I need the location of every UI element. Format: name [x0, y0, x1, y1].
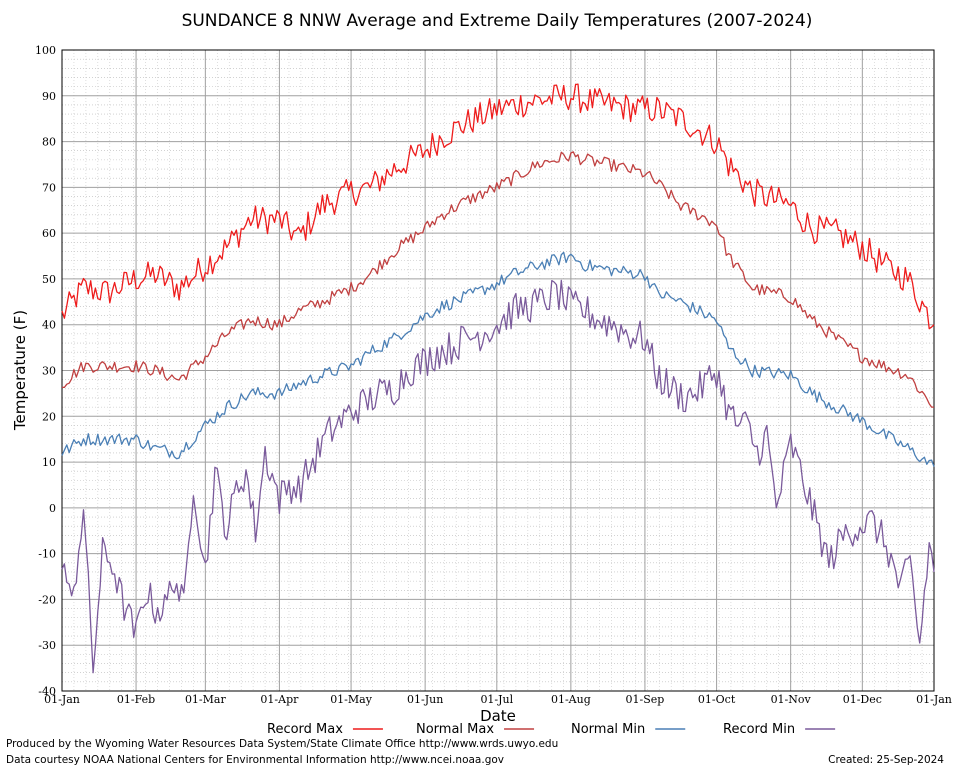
x-axis-label: Date — [480, 707, 516, 725]
y-tick-label: -20 — [38, 593, 56, 606]
y-tick-label: -40 — [38, 685, 56, 698]
x-tick-label: 01-May — [330, 693, 373, 706]
legend: Record Max Normal Max Normal Min Record Min — [267, 722, 836, 737]
x-tick-label: 01-Feb — [117, 693, 155, 706]
chart-title: SUNDANCE 8 NNW Average and Extreme Daily… — [182, 11, 813, 31]
legend-label: Normal Max — [416, 722, 494, 737]
legend-label: Record Min — [723, 722, 795, 737]
y-tick-label: -10 — [38, 548, 56, 561]
x-tick-label: 01-Jul — [480, 693, 513, 706]
y-axis-label: Temperature (F) — [11, 310, 29, 431]
x-tick-label: 01-Mar — [185, 693, 227, 706]
x-tick-label: 01-Jan — [916, 693, 952, 706]
x-tick-label: 01-Apr — [260, 693, 299, 706]
y-tick-label: -30 — [38, 639, 56, 652]
x-tick-label: 01-Jan — [44, 693, 80, 706]
y-tick-label: 80 — [42, 136, 56, 149]
y-tick-label: 30 — [42, 365, 56, 378]
legend-label: Normal Min — [571, 722, 645, 737]
x-tick-label: 01-Oct — [698, 693, 736, 706]
footer-credit-2: Data courtesy NOAA National Centers for … — [6, 754, 505, 766]
y-tick-label: 60 — [42, 227, 56, 240]
series-line-record-max — [61, 83, 935, 330]
y-tick-label: 10 — [42, 456, 56, 469]
series-line-record-min — [61, 279, 935, 674]
y-axis-ticks: -40 -30 -20 -10 0 10 20 30 40 50 60 70 80 90 100 — [35, 44, 56, 698]
series-layer — [61, 83, 935, 674]
y-tick-label: 50 — [42, 273, 56, 286]
footer-created: Created: 25-Sep-2024 — [828, 754, 944, 766]
x-tick-label: 01-Aug — [551, 693, 591, 706]
y-tick-label: 0 — [49, 502, 56, 515]
major-grid — [61, 49, 935, 692]
x-tick-label: 01-Dec — [843, 693, 882, 706]
y-tick-label: 100 — [35, 44, 56, 57]
y-tick-label: 90 — [42, 90, 56, 103]
y-tick-label: 40 — [42, 319, 56, 332]
x-tick-label: 01-Jun — [407, 693, 443, 706]
plot-frame — [61, 49, 935, 692]
legend-label: Record Max — [267, 722, 343, 737]
x-tick-label: 01-Nov — [771, 693, 812, 706]
y-tick-label: 70 — [42, 181, 56, 194]
series-line-normal-max — [61, 151, 934, 408]
footer-credit-1: Produced by the Wyoming Water Resources … — [6, 738, 559, 750]
x-tick-label: 01-Sep — [626, 693, 665, 706]
series-line-normal-min — [61, 251, 935, 467]
x-axis-ticks: 01-Jan 01-Feb 01-Mar 01-Apr 01-May 01-Jun 01-J… — [44, 693, 952, 706]
y-tick-label: 20 — [42, 410, 56, 423]
